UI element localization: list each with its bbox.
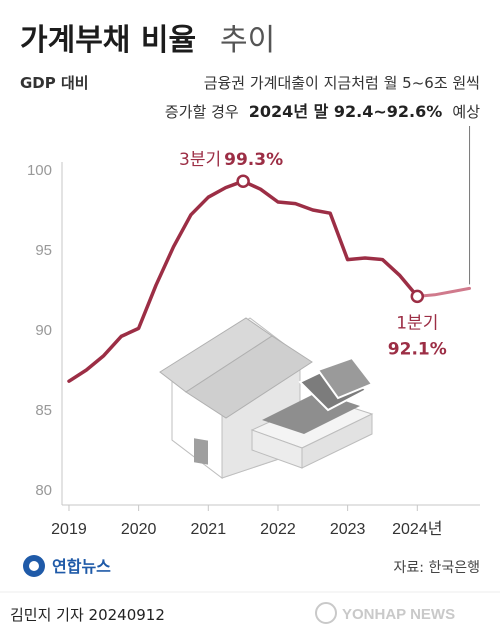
annotation-marker	[236, 174, 250, 188]
annotation-peak: 3분기 99.3%	[179, 150, 283, 170]
y-tick-label: 90	[35, 322, 52, 339]
annotation-latest-label: 1분기	[396, 313, 438, 333]
note-line-2: 증가할 경우 2024년 말 92.4~92.6% 예상	[165, 102, 480, 121]
watermark-text: YONHAP NEWS	[342, 606, 455, 623]
watermark: YONHAP NEWS	[315, 602, 455, 624]
note-line-2-pre: 증가할 경우	[165, 103, 239, 121]
chart-annotations: 3분기 99.3% 1분기 92.1%	[179, 150, 447, 359]
yonhap-logo: 연합뉴스	[23, 555, 111, 577]
logo-icon-inner	[29, 561, 39, 571]
source-label: 자료: 한국은행	[394, 560, 480, 576]
house-illustration	[159, 317, 374, 480]
x-tick-label: 2024년	[392, 520, 442, 538]
x-tick-labels: 2019 2020 2021 2022 2023 2024년	[51, 520, 442, 538]
x-tick-label: 2023	[330, 521, 366, 538]
note-line-1: 금융권 가계대출이 지금처럼 월 5~6조 원씩	[204, 74, 480, 92]
annotation-peak-value: 99.3%	[224, 150, 283, 170]
y-tick-label: 100	[27, 162, 52, 179]
watermark-icon	[315, 602, 337, 624]
projection-line	[415, 286, 471, 298]
logo-text: 연합뉴스	[52, 557, 111, 576]
note-line-2-bold: 2024년 말 92.4~92.6%	[249, 102, 443, 121]
x-tick-label: 2020	[121, 521, 157, 538]
annotation-latest-value: 92.1%	[388, 339, 447, 359]
annotation-marker	[410, 289, 425, 304]
y-tick-label: 85	[35, 402, 52, 419]
basis-label: GDP 대비	[20, 74, 89, 92]
x-tick-label: 2019	[51, 521, 87, 538]
annotation-peak-label: 3분기	[179, 150, 221, 170]
x-tick-label: 2022	[260, 521, 296, 538]
credit-label: 김민지 기자 20240912	[10, 606, 165, 624]
x-tick-label: 2021	[191, 521, 227, 538]
chart-title: 가계부채 비율	[20, 23, 196, 58]
note-line-2-post: 예상	[452, 103, 480, 121]
y-tick-labels: 100 95 90 85 80	[27, 162, 52, 499]
y-tick-label: 95	[35, 242, 52, 259]
y-tick-label: 80	[35, 482, 52, 499]
chart-title-suffix: 추이	[220, 23, 275, 58]
chart-axes	[61, 162, 480, 511]
